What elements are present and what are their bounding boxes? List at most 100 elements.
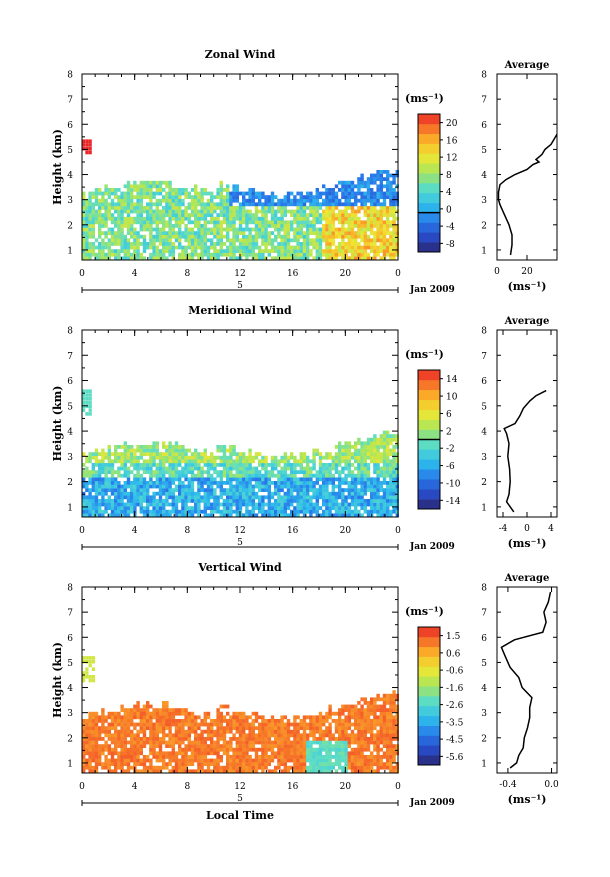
heatmap-cell	[261, 235, 264, 239]
heatmap-cell	[191, 235, 194, 239]
heatmap-cell	[165, 195, 168, 199]
heatmap-cell	[188, 242, 191, 246]
average-x-tick-label: -4	[499, 524, 508, 534]
heatmap-cell	[344, 192, 347, 196]
heatmap-cell	[159, 488, 162, 492]
heatmap-cell	[127, 762, 130, 766]
heatmap-cell	[293, 726, 296, 730]
heatmap-cell	[380, 434, 383, 438]
heatmap-cell	[127, 249, 130, 253]
heatmap-cell	[181, 467, 184, 471]
heatmap-cell	[258, 470, 261, 474]
heatmap-cell	[386, 206, 389, 210]
heatmap-cell	[181, 253, 184, 257]
heatmap-cell	[213, 719, 216, 723]
heatmap-cell	[389, 220, 392, 224]
heatmap-cell	[165, 238, 168, 242]
heatmap-cell	[149, 481, 152, 485]
heatmap-cell	[338, 181, 341, 185]
heatmap-cell	[232, 503, 235, 507]
heatmap-cell	[140, 452, 143, 456]
heatmap-cell	[383, 463, 386, 467]
heatmap-cell	[207, 467, 210, 471]
heatmap-cell	[386, 506, 389, 510]
heatmap-cell	[216, 748, 219, 752]
heatmap-cell	[284, 238, 287, 242]
heatmap-cell	[175, 445, 178, 449]
heatmap-cell	[213, 488, 216, 492]
heatmap-cell	[88, 210, 91, 214]
heatmap-cell	[213, 459, 216, 463]
heatmap-cell	[287, 224, 290, 228]
heatmap-cell	[354, 192, 357, 196]
heatmap-cell	[348, 456, 351, 460]
heatmap-cell	[213, 481, 216, 485]
heatmap-cell	[373, 477, 376, 481]
heatmap-cell	[296, 192, 299, 196]
heatmap-cell	[95, 470, 98, 474]
heatmap-cell	[383, 503, 386, 507]
heatmap-cell	[220, 503, 223, 507]
heatmap-cell	[194, 202, 197, 206]
heatmap-cell	[300, 748, 303, 752]
heatmap-cell	[284, 492, 287, 496]
heatmap-cell	[274, 726, 277, 730]
heatmap-cell	[136, 192, 139, 196]
heatmap-cell	[108, 762, 111, 766]
heatmap-cell	[312, 231, 315, 235]
average-y-tick-label: 1	[481, 246, 487, 256]
heatmap-cell	[194, 206, 197, 210]
heatmap-cell	[223, 249, 226, 253]
heatmap-cell	[264, 206, 267, 210]
heatmap-cell	[277, 495, 280, 499]
heatmap-cell	[197, 723, 200, 727]
heatmap-cell	[133, 705, 136, 709]
heatmap-cell	[156, 726, 159, 730]
heatmap-cell	[277, 744, 280, 748]
heatmap-cell	[124, 449, 127, 453]
heatmap-cell	[124, 726, 127, 730]
heatmap-cell	[172, 470, 175, 474]
heatmap-cell	[383, 228, 386, 232]
heatmap-cell	[364, 192, 367, 196]
heatmap-cell	[293, 246, 296, 250]
heatmap-cell	[239, 730, 242, 734]
heatmap-cell	[111, 485, 114, 489]
heatmap-cell	[188, 726, 191, 730]
heatmap-cell	[143, 762, 146, 766]
heatmap-cell	[284, 249, 287, 253]
heatmap-cell	[213, 220, 216, 224]
heatmap-cell	[357, 228, 360, 232]
heatmap-cell	[364, 202, 367, 206]
heatmap-cell	[210, 217, 213, 221]
heatmap-cell	[303, 510, 306, 514]
heatmap-cell	[149, 181, 152, 185]
heatmap-cell	[143, 449, 146, 453]
heatmap-cell	[325, 213, 328, 217]
heatmap-cell	[380, 459, 383, 463]
heatmap-cell	[82, 733, 85, 737]
heatmap-cell	[332, 712, 335, 716]
heatmap-cell	[88, 192, 91, 196]
heatmap-cell	[149, 253, 152, 257]
heatmap-cell	[252, 470, 255, 474]
heatmap-cell	[184, 506, 187, 510]
heatmap-cell	[207, 231, 210, 235]
heatmap-cell	[159, 459, 162, 463]
heatmap-cell	[268, 202, 271, 206]
heatmap-cell	[130, 210, 133, 214]
heatmap-cell	[172, 228, 175, 232]
heatmap-cell	[245, 228, 248, 232]
heatmap-cell	[261, 459, 264, 463]
heatmap-cell	[360, 181, 363, 185]
heatmap-cell	[268, 726, 271, 730]
heatmap-cell	[325, 755, 328, 759]
heatmap-cell	[306, 481, 309, 485]
heatmap-cell	[312, 762, 315, 766]
heatmap-cell	[392, 246, 395, 250]
heatmap-cell	[194, 231, 197, 235]
heatmap-cell	[146, 213, 149, 217]
heatmap-cell	[332, 503, 335, 507]
heatmap-cell	[364, 485, 367, 489]
heatmap-cell	[200, 202, 203, 206]
